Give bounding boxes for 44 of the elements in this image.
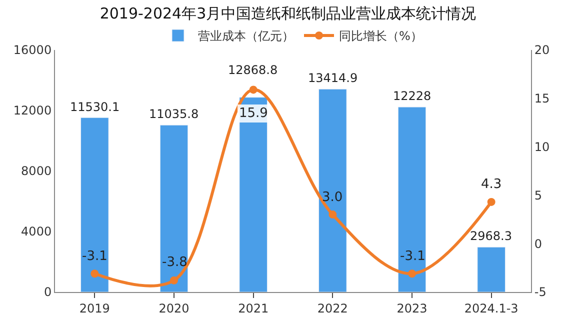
- legend-label: 营业成本（亿元）: [198, 29, 294, 44]
- y-tick-label: 12000: [13, 104, 52, 118]
- y-tick-label: 0: [44, 285, 52, 300]
- y-tick-label: 16000: [13, 43, 52, 58]
- y2-tick-label: -5: [534, 285, 546, 300]
- data-label: -3.8: [162, 255, 188, 270]
- point: [487, 198, 496, 206]
- bar: [160, 124, 188, 292]
- x-tick-label: 2021: [238, 301, 269, 316]
- bar: [239, 97, 268, 292]
- y2-tick-label: 0: [534, 236, 542, 251]
- bar: [318, 88, 347, 292]
- point: [408, 270, 416, 278]
- x-tick-label: 2022: [317, 301, 348, 316]
- y2-tick-label: 15: [534, 92, 550, 106]
- point: [170, 276, 178, 284]
- data-label: 4.3: [481, 177, 502, 192]
- point: [328, 210, 337, 219]
- data-label: 3.0: [322, 190, 343, 205]
- data-label: 11530.1: [70, 100, 120, 114]
- y2-tick-label: 20: [534, 43, 550, 58]
- data-label: 11035.8: [149, 107, 199, 121]
- data-label: -3.1: [400, 249, 426, 264]
- chart-title: 2019-2024年3月中国造纸和纸制品业营业成本统计情况: [100, 4, 476, 23]
- x-tick-label: 2020: [158, 301, 190, 316]
- data-label: -3.1: [82, 249, 108, 264]
- y2-tick-label: 5: [534, 188, 542, 202]
- point: [90, 270, 99, 278]
- bar: [477, 246, 506, 292]
- bar: [80, 117, 109, 292]
- x-tick-label: 2019: [79, 301, 110, 316]
- y2-tick-label: 10: [534, 140, 550, 154]
- data-label: 13414.9: [308, 71, 358, 85]
- y-tick-label: 8000: [21, 164, 52, 178]
- data-label: 12228: [393, 89, 432, 103]
- point: [249, 86, 258, 94]
- data-label: 12868.8: [228, 63, 278, 77]
- data-label: 15.9: [239, 106, 268, 121]
- x-tick-label: 2023: [396, 301, 428, 316]
- data-label: 2968.3: [470, 229, 512, 243]
- x-tick-label: 2024.1-3: [464, 301, 518, 316]
- bar: [398, 106, 426, 292]
- y-tick-label: 4000: [21, 224, 52, 239]
- legend-label: 同比增长（%）: [339, 29, 422, 44]
